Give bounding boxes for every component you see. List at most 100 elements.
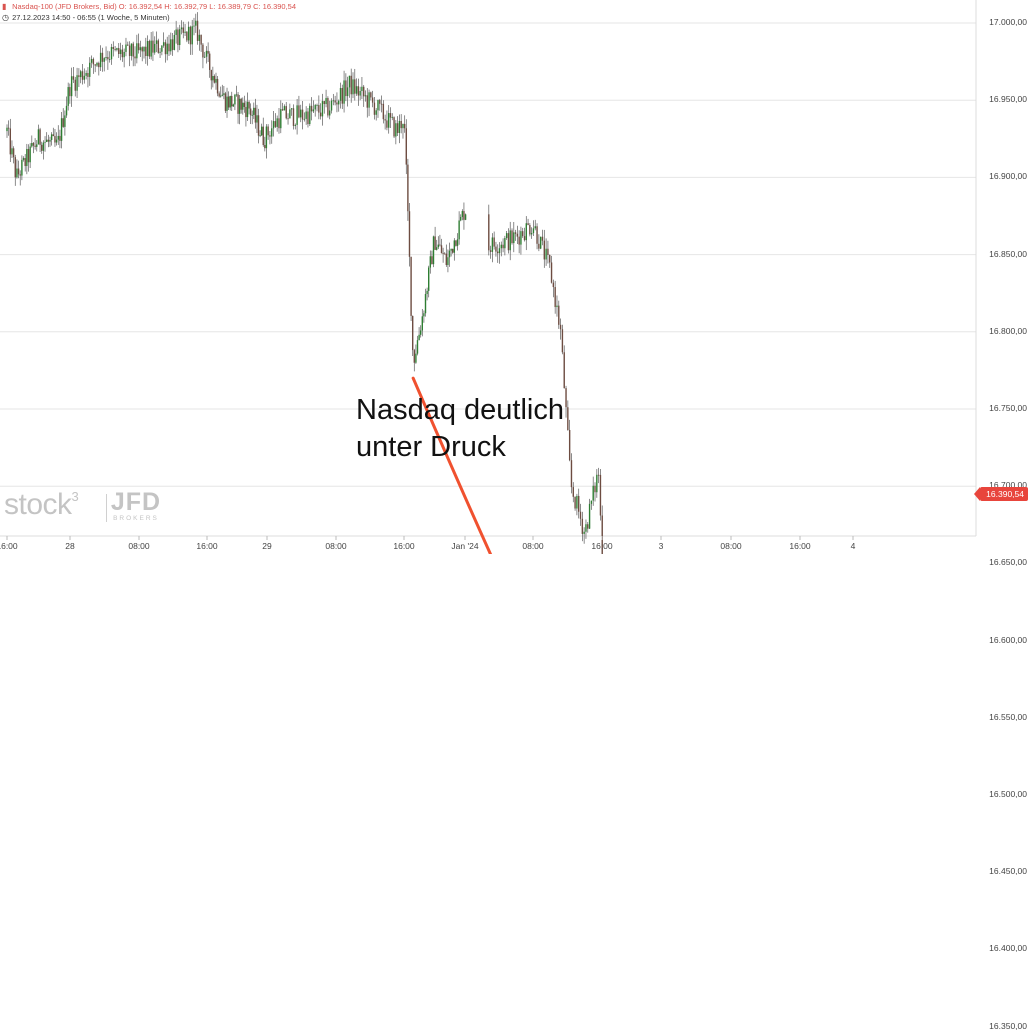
candle-body — [179, 29, 181, 46]
candle-body — [330, 100, 333, 111]
candle-body — [259, 135, 261, 137]
instrument-ohlc-label: Nasdaq-100 (JFD Brokers, Bid) O: 16.392,… — [12, 2, 297, 11]
candle-body — [325, 98, 327, 105]
candle-body — [54, 136, 56, 143]
candle-body — [391, 117, 393, 118]
candle-body — [561, 329, 564, 353]
candle-body — [565, 388, 567, 408]
candle-body — [350, 75, 352, 95]
candle-body — [578, 495, 580, 512]
candle-body — [251, 114, 253, 116]
candle-body — [47, 139, 50, 142]
candle-body — [583, 531, 585, 534]
y-tick-label: 16.350,00 — [989, 1020, 1027, 1031]
candle-body — [7, 127, 10, 129]
candle-body — [32, 143, 35, 146]
candle-body — [193, 25, 195, 27]
candle-body — [354, 79, 356, 94]
candle-body — [196, 20, 199, 41]
candle-body — [534, 226, 536, 229]
candle-body — [455, 240, 457, 246]
candle-body — [491, 237, 494, 252]
candle-body — [146, 41, 149, 56]
candle-body — [458, 220, 460, 240]
candle-body — [145, 46, 147, 56]
candle-body — [98, 62, 100, 68]
candle-body — [511, 230, 513, 244]
candle-body — [78, 75, 80, 78]
candle-body — [57, 135, 59, 140]
y-tick-label: 17.000,00 — [989, 17, 1027, 27]
x-tick-label: 16:00 — [196, 541, 218, 551]
candle-body — [121, 49, 124, 58]
candle-body — [96, 62, 98, 66]
candle-body — [171, 39, 174, 50]
candle-body — [39, 129, 41, 145]
candle-body — [596, 474, 598, 493]
candle-body — [498, 248, 501, 254]
candle-body — [587, 524, 589, 529]
x-tick-label: 3 — [658, 541, 664, 551]
candle-body — [204, 56, 206, 58]
price-chart[interactable] — [0, 0, 1030, 554]
candle-body — [99, 52, 102, 68]
candle-body — [516, 233, 519, 237]
candle-body — [269, 135, 271, 137]
x-tick-label: 28 — [65, 541, 75, 551]
candle-body — [592, 485, 594, 501]
candle-body — [280, 109, 282, 129]
candle-body — [21, 159, 23, 176]
candle-body — [26, 148, 28, 167]
candle-body — [597, 474, 600, 476]
candle-body — [72, 76, 75, 80]
candle-body — [339, 87, 342, 101]
candle-body — [237, 94, 239, 114]
candle-body — [329, 110, 331, 116]
y-tick-label: 16.500,00 — [989, 789, 1027, 799]
candle-body — [400, 120, 402, 129]
candle-body — [554, 287, 556, 308]
candle-body — [248, 101, 250, 109]
x-tick-label: 16:00 — [0, 541, 18, 551]
candle-body — [180, 27, 183, 30]
candle-body — [552, 282, 555, 288]
candle-body — [507, 233, 510, 251]
candle-body — [256, 115, 258, 123]
x-tick-label: 16:00 — [789, 541, 811, 551]
candle-body — [62, 118, 64, 127]
y-tick-label: 16.600,00 — [989, 634, 1027, 645]
x-tick-label: 16:00 — [591, 541, 613, 551]
candle-body — [112, 46, 114, 49]
candle-body — [576, 495, 578, 509]
candle-body — [310, 105, 313, 112]
candle-body — [338, 100, 340, 105]
candle-body — [384, 119, 386, 121]
x-tick-label: 08:00 — [720, 541, 742, 551]
candle-body — [243, 102, 246, 107]
candle-body — [461, 211, 464, 217]
candle-body — [332, 100, 335, 102]
candle-body — [81, 71, 84, 80]
candle-body — [450, 248, 452, 251]
candle-body — [520, 231, 522, 245]
candle-body — [393, 117, 395, 137]
candle-body — [334, 100, 336, 103]
candle-body — [229, 95, 231, 108]
candle-body — [9, 128, 12, 155]
candle-body — [289, 109, 291, 119]
candle-body — [599, 474, 602, 516]
candle-body — [434, 236, 436, 250]
candle-body — [361, 86, 363, 92]
candles-icon: ▮ — [2, 2, 7, 11]
candle-body — [428, 267, 430, 291]
candle-body — [162, 42, 165, 46]
candle-body — [253, 107, 255, 115]
candle-body — [42, 142, 45, 151]
candle-body — [173, 34, 176, 50]
candle-body — [567, 407, 569, 431]
candle-body — [29, 146, 31, 163]
candle-body — [504, 238, 506, 249]
candle-body — [103, 58, 105, 62]
candle-body — [64, 115, 66, 127]
candle-body — [234, 94, 236, 105]
